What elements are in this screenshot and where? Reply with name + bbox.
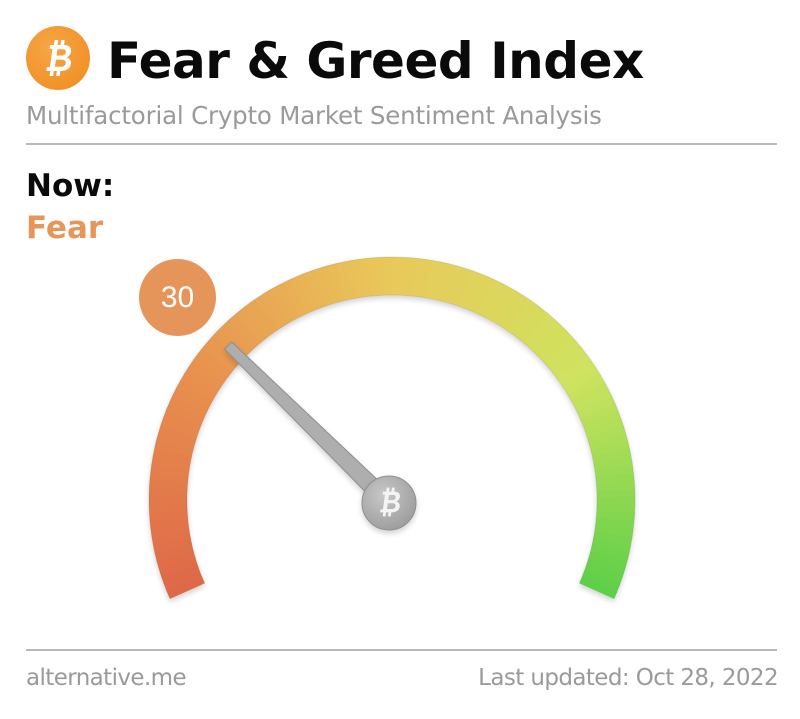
page-subtitle: Multifactorial Crypto Market Sentiment A… (26, 101, 602, 130)
page-title: Fear & Greed Index (107, 32, 644, 90)
sentiment-classification: Fear (26, 210, 104, 246)
last-updated: Last updated: Oct 28, 2022 (478, 665, 778, 691)
gauge-hub (361, 475, 417, 531)
gauge-needle (223, 341, 397, 511)
index-value-badge: 30 (139, 259, 216, 336)
header-divider (26, 143, 777, 145)
bitcoin-icon (380, 487, 400, 517)
footer-divider (26, 649, 777, 651)
gauge-arc (148, 256, 636, 600)
bitcoin-logo (26, 26, 90, 90)
now-label: Now: (26, 168, 115, 204)
source-link[interactable]: alternative.me (26, 665, 187, 691)
bitcoin-icon (46, 40, 72, 76)
